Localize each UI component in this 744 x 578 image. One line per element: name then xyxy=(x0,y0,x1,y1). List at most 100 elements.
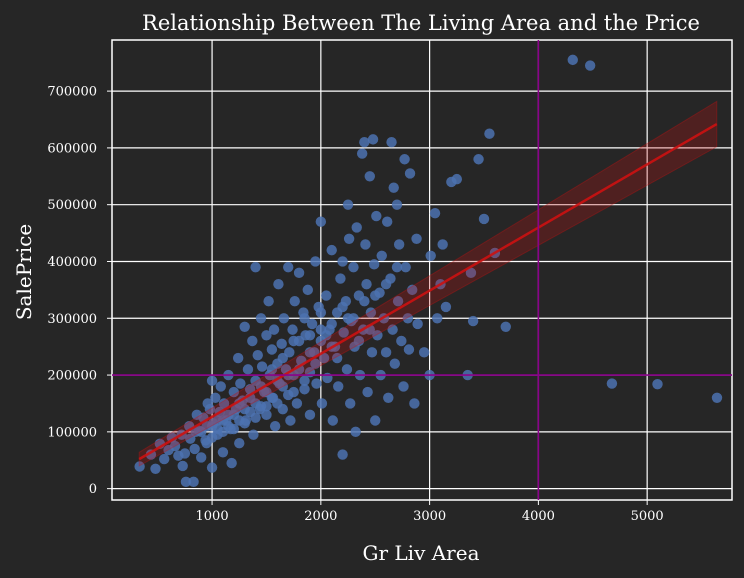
data-point xyxy=(400,261,411,273)
data-point xyxy=(288,335,299,347)
data-point xyxy=(285,415,296,426)
data-point xyxy=(711,392,723,403)
data-point xyxy=(368,259,380,270)
data-point xyxy=(584,60,596,71)
data-point xyxy=(381,216,393,227)
y-axis-label: SalePrice xyxy=(12,224,36,320)
data-point xyxy=(206,462,218,473)
data-point xyxy=(263,296,274,307)
data-point xyxy=(261,330,272,341)
data-point xyxy=(343,233,355,244)
data-point xyxy=(255,313,267,324)
data-point xyxy=(276,338,287,350)
data-point xyxy=(465,267,477,279)
y-tick-label: 300000 xyxy=(47,312,97,327)
data-point xyxy=(287,324,298,335)
data-point xyxy=(478,213,490,225)
data-point xyxy=(166,432,178,443)
x-tick-label: 3000 xyxy=(413,509,446,524)
data-point xyxy=(268,324,280,335)
data-point xyxy=(266,364,278,375)
data-point xyxy=(411,233,422,244)
data-point xyxy=(372,330,383,341)
data-point xyxy=(337,301,348,313)
data-point xyxy=(261,409,272,421)
data-point xyxy=(500,321,511,332)
data-point xyxy=(242,364,254,375)
data-point xyxy=(316,398,328,409)
data-point xyxy=(398,381,409,392)
data-point xyxy=(333,381,344,392)
data-point xyxy=(299,384,310,395)
data-point xyxy=(134,461,145,472)
data-point xyxy=(387,324,398,335)
data-point xyxy=(232,352,244,364)
data-point xyxy=(304,409,316,421)
data-point xyxy=(177,460,188,472)
data-point xyxy=(261,401,272,412)
data-point xyxy=(321,290,332,301)
data-point xyxy=(412,318,423,330)
data-point xyxy=(652,378,663,390)
data-point xyxy=(315,216,327,227)
data-point xyxy=(331,352,343,364)
data-point xyxy=(289,296,300,307)
y-tick-label: 0 xyxy=(89,482,97,497)
data-point xyxy=(291,398,303,409)
data-point xyxy=(204,403,216,415)
data-point xyxy=(392,296,404,307)
data-point xyxy=(366,347,378,358)
data-point xyxy=(338,327,349,338)
data-point xyxy=(473,154,484,165)
data-point xyxy=(306,318,318,330)
data-point xyxy=(432,313,443,324)
data-point xyxy=(567,54,578,66)
data-point xyxy=(304,347,316,358)
data-point xyxy=(418,347,430,358)
data-point xyxy=(376,250,387,262)
data-point xyxy=(283,261,294,273)
y-tick-label: 600000 xyxy=(47,141,97,156)
data-point xyxy=(342,199,354,210)
data-point xyxy=(393,239,405,250)
data-point xyxy=(179,448,191,459)
data-point xyxy=(371,210,382,222)
data-point xyxy=(189,443,200,455)
data-point xyxy=(360,239,371,250)
data-point xyxy=(606,378,618,389)
y-tick-label: 200000 xyxy=(47,369,97,384)
data-point xyxy=(337,256,348,267)
x-tick-labels: 1000 2000 3000 4000 5000 xyxy=(196,509,664,524)
data-point xyxy=(277,381,288,392)
data-point xyxy=(315,324,327,335)
x-axis-label: Gr Liv Area xyxy=(363,541,480,565)
scatter-points xyxy=(134,54,723,488)
data-point xyxy=(399,154,410,165)
data-point xyxy=(391,199,403,210)
data-point xyxy=(247,335,258,347)
y-tick-label: 700000 xyxy=(47,85,97,100)
data-point xyxy=(396,335,407,347)
data-point xyxy=(322,372,333,384)
y-tick-label: 400000 xyxy=(47,255,97,270)
data-point xyxy=(356,148,368,159)
data-point xyxy=(370,290,381,301)
data-point xyxy=(206,375,218,386)
data-point xyxy=(235,378,246,389)
data-point xyxy=(327,415,339,426)
data-point xyxy=(365,307,377,318)
data-point xyxy=(159,453,170,465)
data-point xyxy=(440,301,452,313)
x-tick-label: 5000 xyxy=(631,509,664,524)
data-point xyxy=(250,412,261,423)
data-point xyxy=(248,429,259,440)
data-point xyxy=(288,386,299,398)
data-point xyxy=(293,267,305,279)
data-point xyxy=(239,418,250,429)
data-point xyxy=(388,182,399,193)
y-tick-labels: 0 100000 200000 300000 400000 500000 600000 700… xyxy=(47,85,97,498)
data-point xyxy=(228,423,240,435)
data-point xyxy=(210,392,221,403)
data-point xyxy=(359,296,370,307)
reference-lines xyxy=(112,40,732,500)
